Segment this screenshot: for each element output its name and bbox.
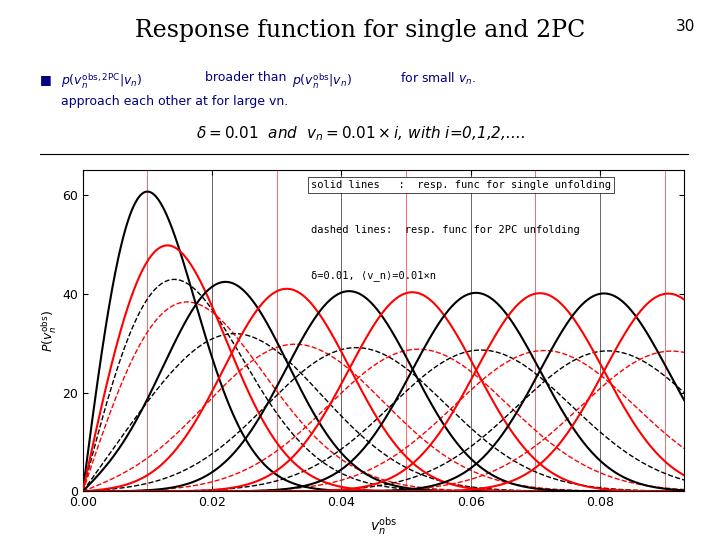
Text: broader than: broader than [205, 71, 287, 84]
Y-axis label: $P(v_n^{\rm obs})$: $P(v_n^{\rm obs})$ [40, 310, 59, 352]
Text: 30: 30 [675, 19, 695, 34]
Text: for small $v_n$.: for small $v_n$. [400, 71, 476, 87]
Text: $\delta = 0.01$  and  $v_n = 0.01 \times i$, with i=0,1,2,....: $\delta = 0.01$ and $v_n = 0.01 \times i… [196, 124, 524, 143]
Text: solid lines   :  resp. func for single unfolding: solid lines : resp. func for single unfo… [311, 180, 611, 190]
Text: dashed lines:  resp. func for 2PC unfolding: dashed lines: resp. func for 2PC unfoldi… [311, 225, 580, 235]
Text: approach each other at for large vn.: approach each other at for large vn. [61, 94, 289, 107]
Text: Response function for single and 2PC: Response function for single and 2PC [135, 19, 585, 42]
Text: ■: ■ [40, 73, 51, 86]
Text: $p(v_n^{\rm obs,2PC}|v_n)$: $p(v_n^{\rm obs,2PC}|v_n)$ [61, 71, 143, 91]
Text: δ=0.01, ⟨v_n⟩=0.01×n: δ=0.01, ⟨v_n⟩=0.01×n [311, 269, 436, 281]
X-axis label: $v_n^{\rm obs}$: $v_n^{\rm obs}$ [369, 515, 397, 537]
Text: $p(v_n^{\rm obs}|v_n)$: $p(v_n^{\rm obs}|v_n)$ [292, 71, 351, 91]
